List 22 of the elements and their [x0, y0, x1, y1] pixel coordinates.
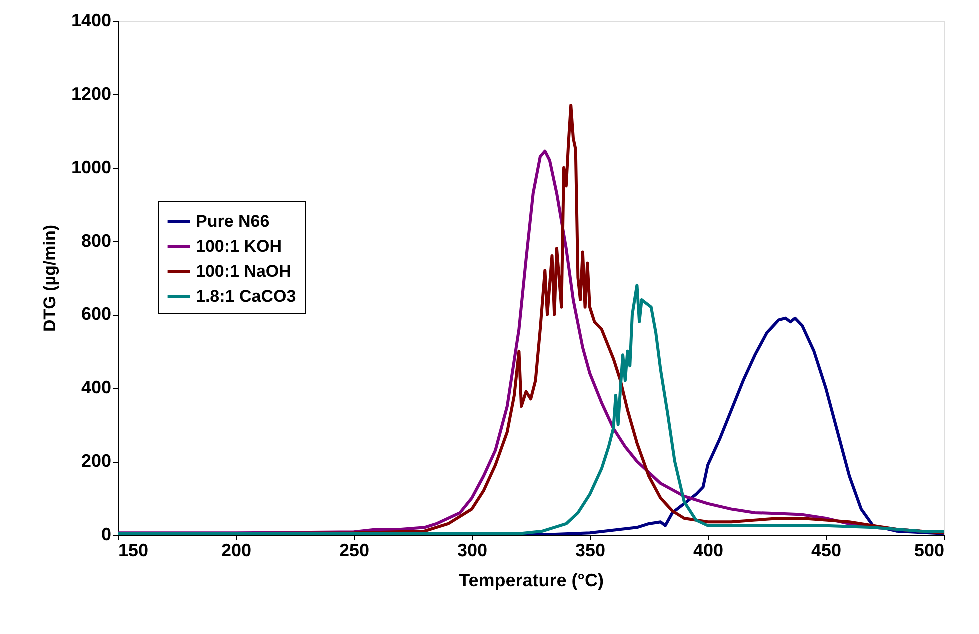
x-tick-label: 300	[457, 540, 488, 560]
legend-label: 100:1 KOH	[196, 237, 282, 256]
legend-label: 100:1 NaOH	[196, 262, 292, 281]
x-tick-label: 150	[118, 540, 149, 560]
x-tick-label: 350	[575, 540, 606, 560]
y-tick-label: 0	[101, 524, 112, 544]
y-tick-label: 200	[81, 451, 112, 472]
x-axis-title: Temperature (°C)	[459, 570, 604, 590]
x-tick-label: 200	[221, 540, 252, 560]
y-tick-label: 400	[81, 378, 112, 398]
x-tick-label: 500	[914, 540, 944, 560]
x-tick-label: 250	[339, 540, 370, 560]
x-tick-label: 400	[693, 540, 724, 560]
y-tick-label: 1200	[71, 84, 112, 104]
y-tick-label: 600	[81, 304, 112, 324]
x-tick-label: 450	[811, 540, 842, 560]
y-axis-title: DTG (µg/min)	[40, 224, 60, 332]
y-tick-label: 1400	[71, 10, 112, 30]
legend-label: Pure N66	[196, 212, 270, 231]
y-tick-label: 800	[81, 230, 112, 251]
legend-label: 1.8:1 CaCO3	[196, 287, 296, 306]
y-tick-label: 1000	[71, 157, 112, 178]
